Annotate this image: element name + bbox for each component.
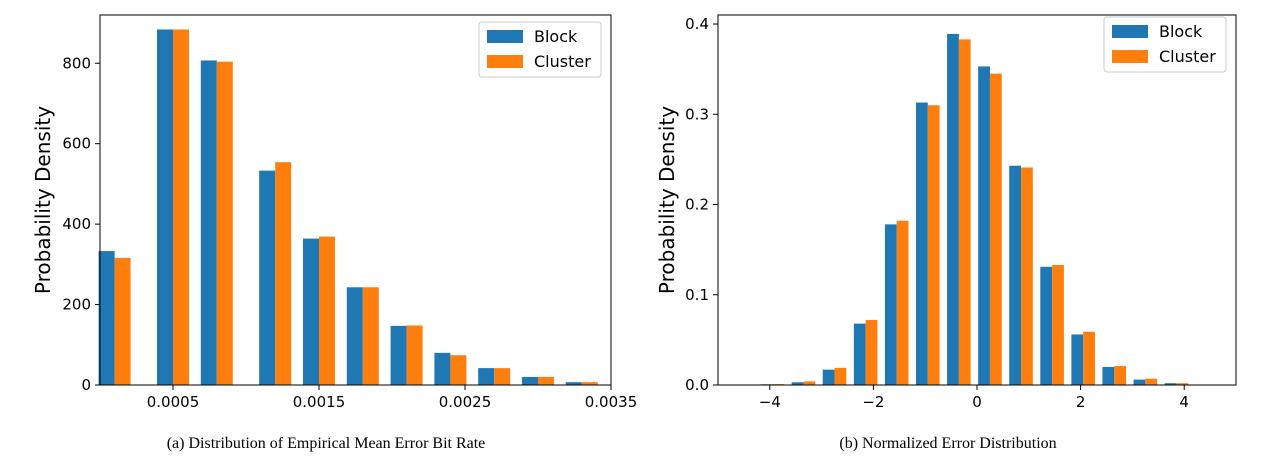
x-tick-label: 0.0025 [439, 393, 492, 411]
y-axis-label: Probability Density [655, 106, 679, 294]
panel-a: 0.0005 0.0015 0.0025 0.0035 0 200 400 600 800 P… [31, 14, 638, 452]
bar-cluster [216, 61, 233, 386]
legend-label-block: Block [534, 27, 578, 46]
bar-block [1164, 383, 1177, 385]
bar-cluster [538, 376, 554, 385]
y-axis-label: Probability Density [31, 106, 55, 294]
bar-block [390, 325, 407, 385]
bar-block [434, 352, 451, 385]
bar-cluster [275, 162, 292, 385]
bar-cluster [1114, 366, 1127, 385]
y-tick-label: 0.4 [685, 15, 709, 33]
bar-block [1102, 366, 1115, 385]
plot-area-frame [99, 14, 612, 386]
y-tick-label: 0.2 [685, 196, 709, 214]
x-tick-label: 0 [972, 393, 982, 411]
legend-swatch-block [1112, 25, 1148, 38]
bar-block [791, 382, 804, 385]
legend-label-block: Block [1159, 22, 1203, 41]
legend-swatch-cluster [1112, 50, 1148, 63]
y-tick-label: 200 [62, 296, 91, 314]
bar-block [884, 224, 897, 385]
bar-block [259, 170, 276, 385]
legend-swatch-block [487, 30, 523, 43]
bar-cluster [362, 287, 379, 385]
bar-block [200, 60, 217, 385]
bar-cluster [173, 29, 189, 385]
bar-block [157, 29, 173, 385]
panel-b: −4 −2 0 2 4 0.0 0.1 0.2 0.3 0.4 Probability Dens… [655, 14, 1237, 452]
y-tick-label: 0 [81, 376, 91, 394]
bar-cluster [114, 257, 131, 385]
bar-cluster [896, 220, 909, 385]
bar-block [978, 66, 990, 385]
bar-block [478, 368, 495, 385]
bar-block [565, 382, 582, 385]
bar-cluster [958, 39, 971, 386]
bar-cluster [1083, 331, 1095, 385]
bar-cluster [1052, 264, 1064, 385]
bar-block [1040, 266, 1053, 385]
y-tick-label: 600 [62, 135, 91, 153]
bar-block [947, 33, 959, 385]
bar-cluster [989, 73, 1002, 385]
legend: Block Cluster [1103, 16, 1227, 73]
y-tick-label: 800 [62, 54, 91, 72]
caption: (b) Normalized Error Distribution [839, 435, 1056, 452]
x-tick-label: 2 [1076, 393, 1086, 411]
bar-cluster [1176, 383, 1189, 385]
bar-cluster [494, 368, 511, 385]
bar-cluster [581, 382, 598, 385]
bar-block [1133, 379, 1146, 385]
bar-cluster [803, 381, 816, 385]
bar-cluster [1145, 378, 1158, 385]
bar-block [915, 102, 928, 385]
x-tick-label: 0.0015 [293, 393, 346, 411]
bar-block [1071, 334, 1084, 385]
bar-block [822, 369, 835, 385]
bar-cluster [319, 236, 335, 385]
legend-label-cluster: Cluster [534, 52, 591, 71]
x-tick-label: 0.0035 [585, 393, 638, 411]
legend-label-cluster: Cluster [1159, 47, 1216, 66]
bar-cluster [406, 325, 423, 385]
y-tick-label: 0.3 [685, 105, 709, 123]
bar-cluster [927, 105, 940, 386]
bar-block [98, 251, 115, 385]
bar-block [522, 376, 538, 385]
bar-block [303, 238, 319, 385]
bar-cluster [1021, 167, 1033, 385]
bar-cluster [450, 355, 467, 385]
bar-block [346, 287, 363, 385]
y-tick-label: 0.1 [685, 286, 709, 304]
bar-cluster [865, 320, 878, 385]
x-tick-label: −4 [759, 393, 781, 411]
y-tick-label: 400 [62, 215, 91, 233]
x-tick-label: 0.0005 [147, 393, 200, 411]
bar-cluster [834, 367, 847, 385]
x-tick-label: −2 [862, 393, 884, 411]
y-tick-label: 0.0 [685, 376, 709, 394]
bar-block [853, 323, 866, 385]
legend: Block Cluster [478, 21, 602, 78]
x-tick-label: 4 [1179, 393, 1189, 411]
legend-swatch-cluster [487, 55, 523, 68]
caption: (a) Distribution of Empirical Mean Error… [167, 435, 486, 452]
bar-block [1009, 165, 1022, 385]
